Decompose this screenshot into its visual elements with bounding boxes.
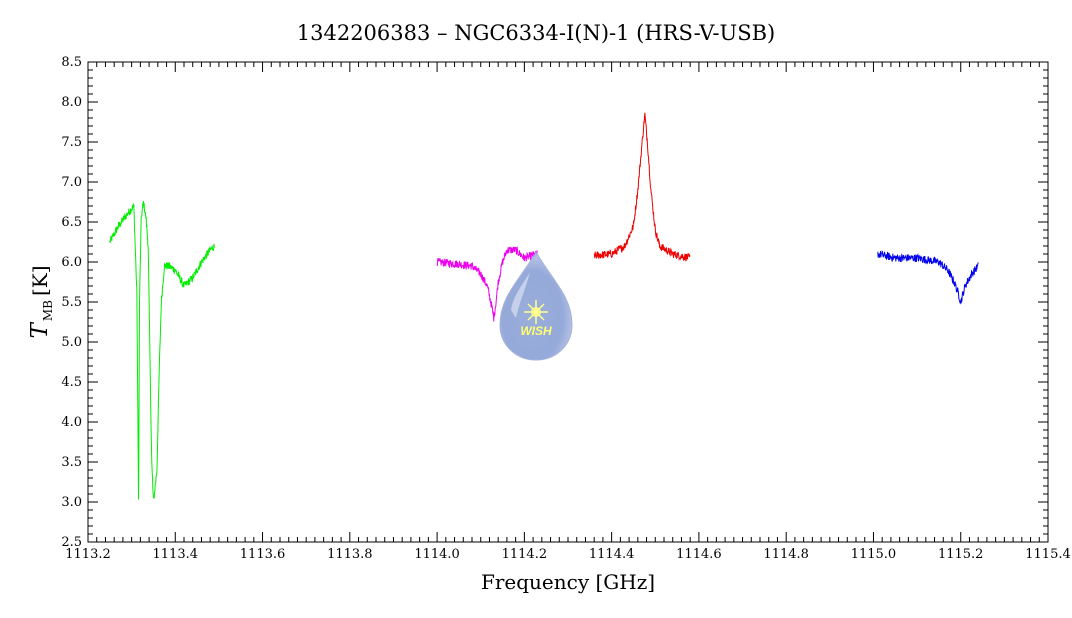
wish-watermark: WISH: [499, 250, 573, 361]
y-axis-label: TMB [K]: [27, 266, 55, 339]
y-axis-symbol: T: [27, 322, 53, 339]
x-tick-label: 1114.4: [589, 547, 635, 562]
water-drop-highlight-icon: [511, 272, 530, 318]
x-tick-label: 1114.0: [414, 547, 460, 562]
x-tick-label: 1113.2: [65, 547, 111, 562]
y-tick-label: 3.5: [61, 455, 82, 470]
x-tick-label: 1113.4: [153, 547, 199, 562]
y-tick-label: 4.0: [61, 415, 82, 430]
y-tick-label: 4.5: [61, 375, 82, 390]
series-layer: [109, 112, 979, 500]
y-tick-label: 7.5: [61, 135, 82, 150]
x-tick-label: 1113.6: [240, 547, 286, 562]
x-tick-label: 1115.2: [938, 547, 984, 562]
x-tick-label: 1115.0: [851, 547, 897, 562]
y-tick-label: 8.0: [61, 95, 82, 110]
watermark-label: WISH: [520, 324, 552, 338]
y-tick-label: 6.0: [61, 255, 82, 270]
y-tick-label: 5.0: [61, 335, 82, 350]
y-tick-label: 5.5: [61, 295, 82, 310]
spectrum-series-3: [593, 112, 691, 262]
plot-frame: [87, 61, 1049, 543]
x-tick-label: 1113.8: [327, 547, 373, 562]
chart-title: 1342206383 – NGC6334-I(N)-1 (HRS-V-USB): [297, 21, 776, 45]
y-axis-unit: [K]: [28, 266, 52, 297]
y-tick-label: 3.0: [61, 495, 82, 510]
x-tick-label: 1114.8: [763, 547, 809, 562]
x-axis-label: Frequency [GHz]: [481, 570, 655, 594]
y-tick-label: 7.0: [61, 175, 82, 190]
spectrum-series-2: [436, 245, 538, 322]
y-tick-label: 6.5: [61, 215, 82, 230]
spectrum-series-1: [109, 200, 216, 500]
ticks-layer: 1113.2 1113.4 1113.6 1113.8 1114.0 1114.2 1114…: [61, 55, 1070, 562]
x-tick-label: 1114.2: [502, 547, 548, 562]
x-tick-label: 1115.4: [1025, 547, 1071, 562]
y-tick-label: 2.5: [61, 535, 82, 550]
x-tick-label: 1114.6: [676, 547, 722, 562]
plot-area: 1113.2 1113.4 1113.6 1113.8 1114.0 1114.2 1114…: [61, 55, 1070, 562]
spectrum-series-4: [877, 250, 979, 305]
star-icon: [524, 300, 548, 324]
y-tick-label: 8.5: [61, 55, 82, 70]
y-axis-subscript: MB: [41, 300, 55, 321]
